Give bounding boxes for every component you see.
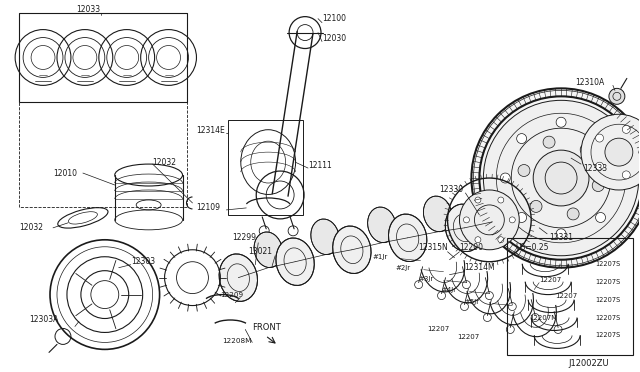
Text: #5Jr: #5Jr [465,299,479,305]
Text: 12333: 12333 [583,164,607,173]
Ellipse shape [388,214,427,262]
Ellipse shape [367,207,396,243]
Text: 12030: 12030 [322,34,346,43]
Text: 12100: 12100 [322,14,346,23]
Circle shape [516,134,527,144]
Text: 12111: 12111 [308,161,332,170]
Text: 12010: 12010 [53,169,77,177]
Text: 12314M: 12314M [465,263,495,272]
Circle shape [639,148,640,156]
Circle shape [460,190,519,250]
Circle shape [580,144,592,155]
Circle shape [475,237,481,243]
Circle shape [500,173,510,183]
Text: US=0.25: US=0.25 [515,243,548,252]
Circle shape [567,208,579,220]
Ellipse shape [333,226,371,273]
Circle shape [556,229,566,239]
Text: 12207S: 12207S [595,333,620,339]
Circle shape [518,164,530,176]
Circle shape [475,197,481,203]
Text: #4Jr: #4Jr [442,286,457,293]
Text: 12207: 12207 [555,293,577,299]
Text: 12314E: 12314E [196,126,225,135]
Text: #1Jr: #1Jr [373,254,388,260]
Circle shape [596,134,604,142]
Text: 12330: 12330 [440,186,463,195]
Text: 12207M: 12207M [529,314,557,321]
Circle shape [474,90,640,266]
Bar [508,238,633,355]
Circle shape [612,173,622,183]
Text: 12033: 12033 [76,5,100,14]
Circle shape [622,125,630,134]
Circle shape [533,150,589,206]
Ellipse shape [445,204,484,251]
Text: 12310A: 12310A [575,78,604,87]
Ellipse shape [276,238,314,285]
Text: 12207S: 12207S [595,296,620,302]
Text: 12303A: 12303A [29,315,58,324]
Circle shape [463,217,469,223]
Text: #3Jr: #3Jr [419,276,434,282]
Circle shape [596,134,605,144]
Text: FRONT: FRONT [252,323,281,332]
Text: 12207: 12207 [539,277,561,283]
Text: 12207S: 12207S [595,261,620,267]
Bar [19,13,186,102]
Text: 12331: 12331 [549,233,573,242]
Text: J12002ZU: J12002ZU [568,359,609,368]
Ellipse shape [473,198,511,246]
Circle shape [498,237,504,243]
Circle shape [592,180,604,192]
Text: 12032: 12032 [19,223,43,232]
Circle shape [596,212,605,222]
Text: #2Jr: #2Jr [396,265,411,271]
Text: 12315N: 12315N [418,243,447,252]
Text: 12207: 12207 [428,327,450,333]
Text: 12208M: 12208M [222,339,252,344]
Circle shape [483,100,639,256]
Circle shape [605,138,633,166]
Circle shape [543,136,555,148]
Text: 12303: 12303 [131,257,155,266]
Text: 13021: 13021 [248,247,272,256]
Text: 12209: 12209 [220,292,243,298]
Text: 12207S: 12207S [595,279,620,285]
Circle shape [622,171,630,179]
Circle shape [581,114,640,190]
Text: 12207S: 12207S [595,314,620,321]
Bar [19,13,186,207]
Text: 12032: 12032 [152,158,177,167]
Circle shape [596,162,604,170]
Ellipse shape [219,254,257,301]
Text: 12200: 12200 [460,243,483,252]
Circle shape [556,117,566,127]
Circle shape [509,217,515,223]
Bar [228,120,303,215]
Text: 12299: 12299 [232,233,257,242]
Ellipse shape [424,196,452,232]
Ellipse shape [311,219,339,254]
Circle shape [516,212,527,222]
Ellipse shape [254,232,282,267]
Circle shape [609,89,625,104]
Text: 12207: 12207 [458,334,480,340]
Circle shape [530,201,542,212]
Text: 12109: 12109 [196,203,220,212]
Circle shape [498,197,504,203]
